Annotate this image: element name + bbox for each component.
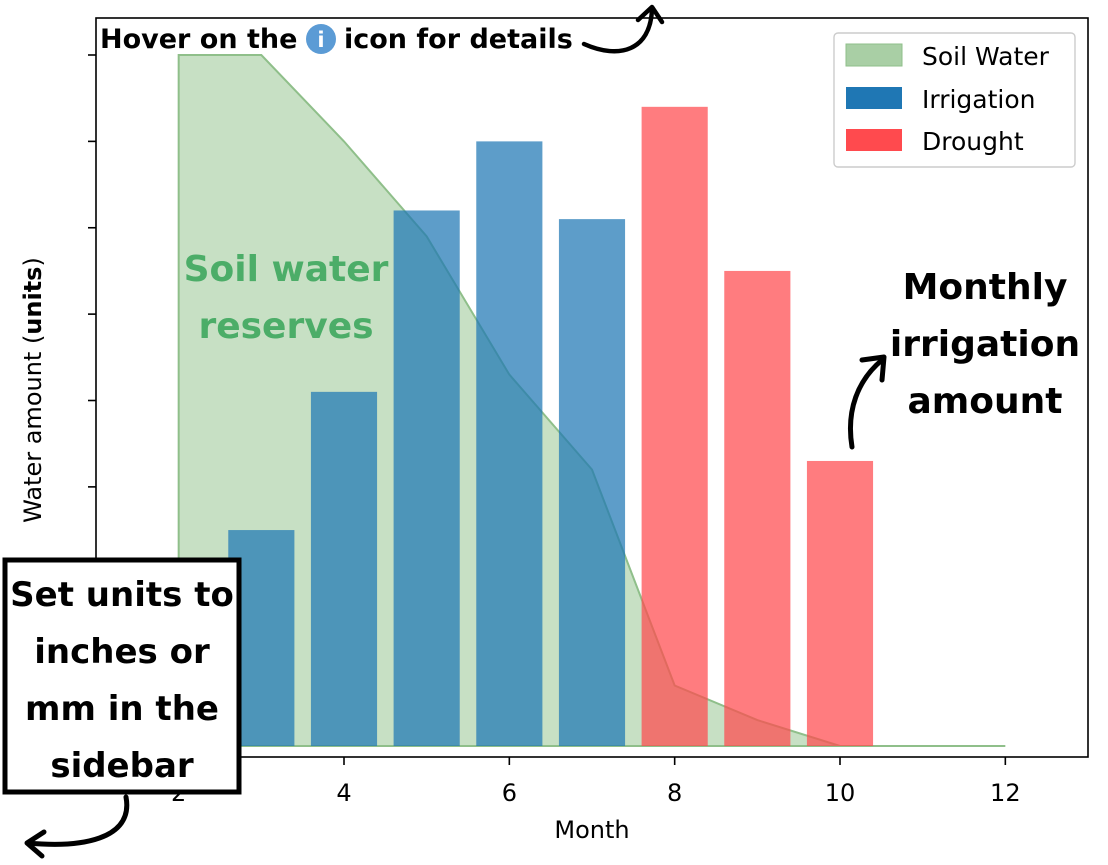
x-tick-label: 10 <box>825 779 856 807</box>
units-callout: Set units to inches or mm in the sidebar <box>2 557 242 859</box>
y-axis-unit: units <box>19 267 47 335</box>
units-callout-line2: inches or <box>34 632 210 672</box>
units-callout-line4: sidebar <box>50 746 194 786</box>
legend-swatch-irrigation <box>846 87 902 109</box>
units-callout-box <box>2 557 242 795</box>
legend: Soil Water Irrigation Drought <box>833 32 1076 168</box>
bar-irrigation-month-6[interactable] <box>476 141 543 746</box>
info-icon[interactable] <box>306 24 336 54</box>
bar-irrigation-month-4[interactable] <box>310 391 378 746</box>
bar-drought-month-9[interactable] <box>724 270 791 746</box>
monthly-annotation-arrowhead-icon <box>859 354 887 383</box>
hover-hint: Hover on the i icon for details <box>100 4 665 55</box>
x-axis-ticks: 24681012 <box>171 757 1021 807</box>
hover-hint-arrowhead-icon <box>635 4 665 25</box>
monthly-annotation-line3: amount <box>907 381 1062 422</box>
soil-water-annotation-line2: reserves <box>198 306 373 347</box>
legend-swatch-drought <box>846 129 902 151</box>
legend-swatch-soil-water <box>845 43 903 67</box>
units-callout-arrowhead-icon <box>24 829 47 859</box>
plot-frame <box>95 17 1089 758</box>
x-tick-label: 6 <box>502 779 517 807</box>
monthly-annotation-line1: Monthly <box>903 267 1068 308</box>
bar-irrigation-month-7[interactable] <box>558 219 626 747</box>
x-tick-label: 8 <box>667 779 682 807</box>
hover-hint-prefix: Hover on the <box>100 24 297 55</box>
legend-label-soil-water: Soil Water <box>922 42 1050 71</box>
x-tick-label: 12 <box>990 779 1021 807</box>
hover-hint-suffix: icon for details <box>344 24 573 55</box>
units-callout-line1: Set units to <box>10 575 234 615</box>
legend-label-drought: Drought <box>922 127 1024 156</box>
info-icon-glyph: i <box>317 28 324 52</box>
x-tick-label: 4 <box>336 779 351 807</box>
bars-layer <box>228 106 874 747</box>
soil-water-annotation: Soil water reserves <box>184 249 389 347</box>
units-callout-line3: mm in the <box>25 689 219 729</box>
bar-drought-month-10[interactable] <box>806 460 874 746</box>
hover-hint-arrow-icon <box>581 7 655 54</box>
legend-label-irrigation: Irrigation <box>922 85 1036 114</box>
monthly-annotation-arrow-icon <box>847 357 885 450</box>
x-axis-label: Month <box>554 816 629 844</box>
monthly-annotation-line2: irrigation <box>890 324 1080 365</box>
y-axis-label: Water amount (units) <box>19 257 47 523</box>
monthly-irrigation-annotation: Monthly irrigation amount <box>847 267 1080 450</box>
bar-drought-month-8[interactable] <box>641 106 708 746</box>
soil-water-annotation-line1: Soil water <box>184 249 389 290</box>
units-callout-arrow-icon <box>25 794 130 847</box>
bar-irrigation-month-5[interactable] <box>393 210 460 747</box>
